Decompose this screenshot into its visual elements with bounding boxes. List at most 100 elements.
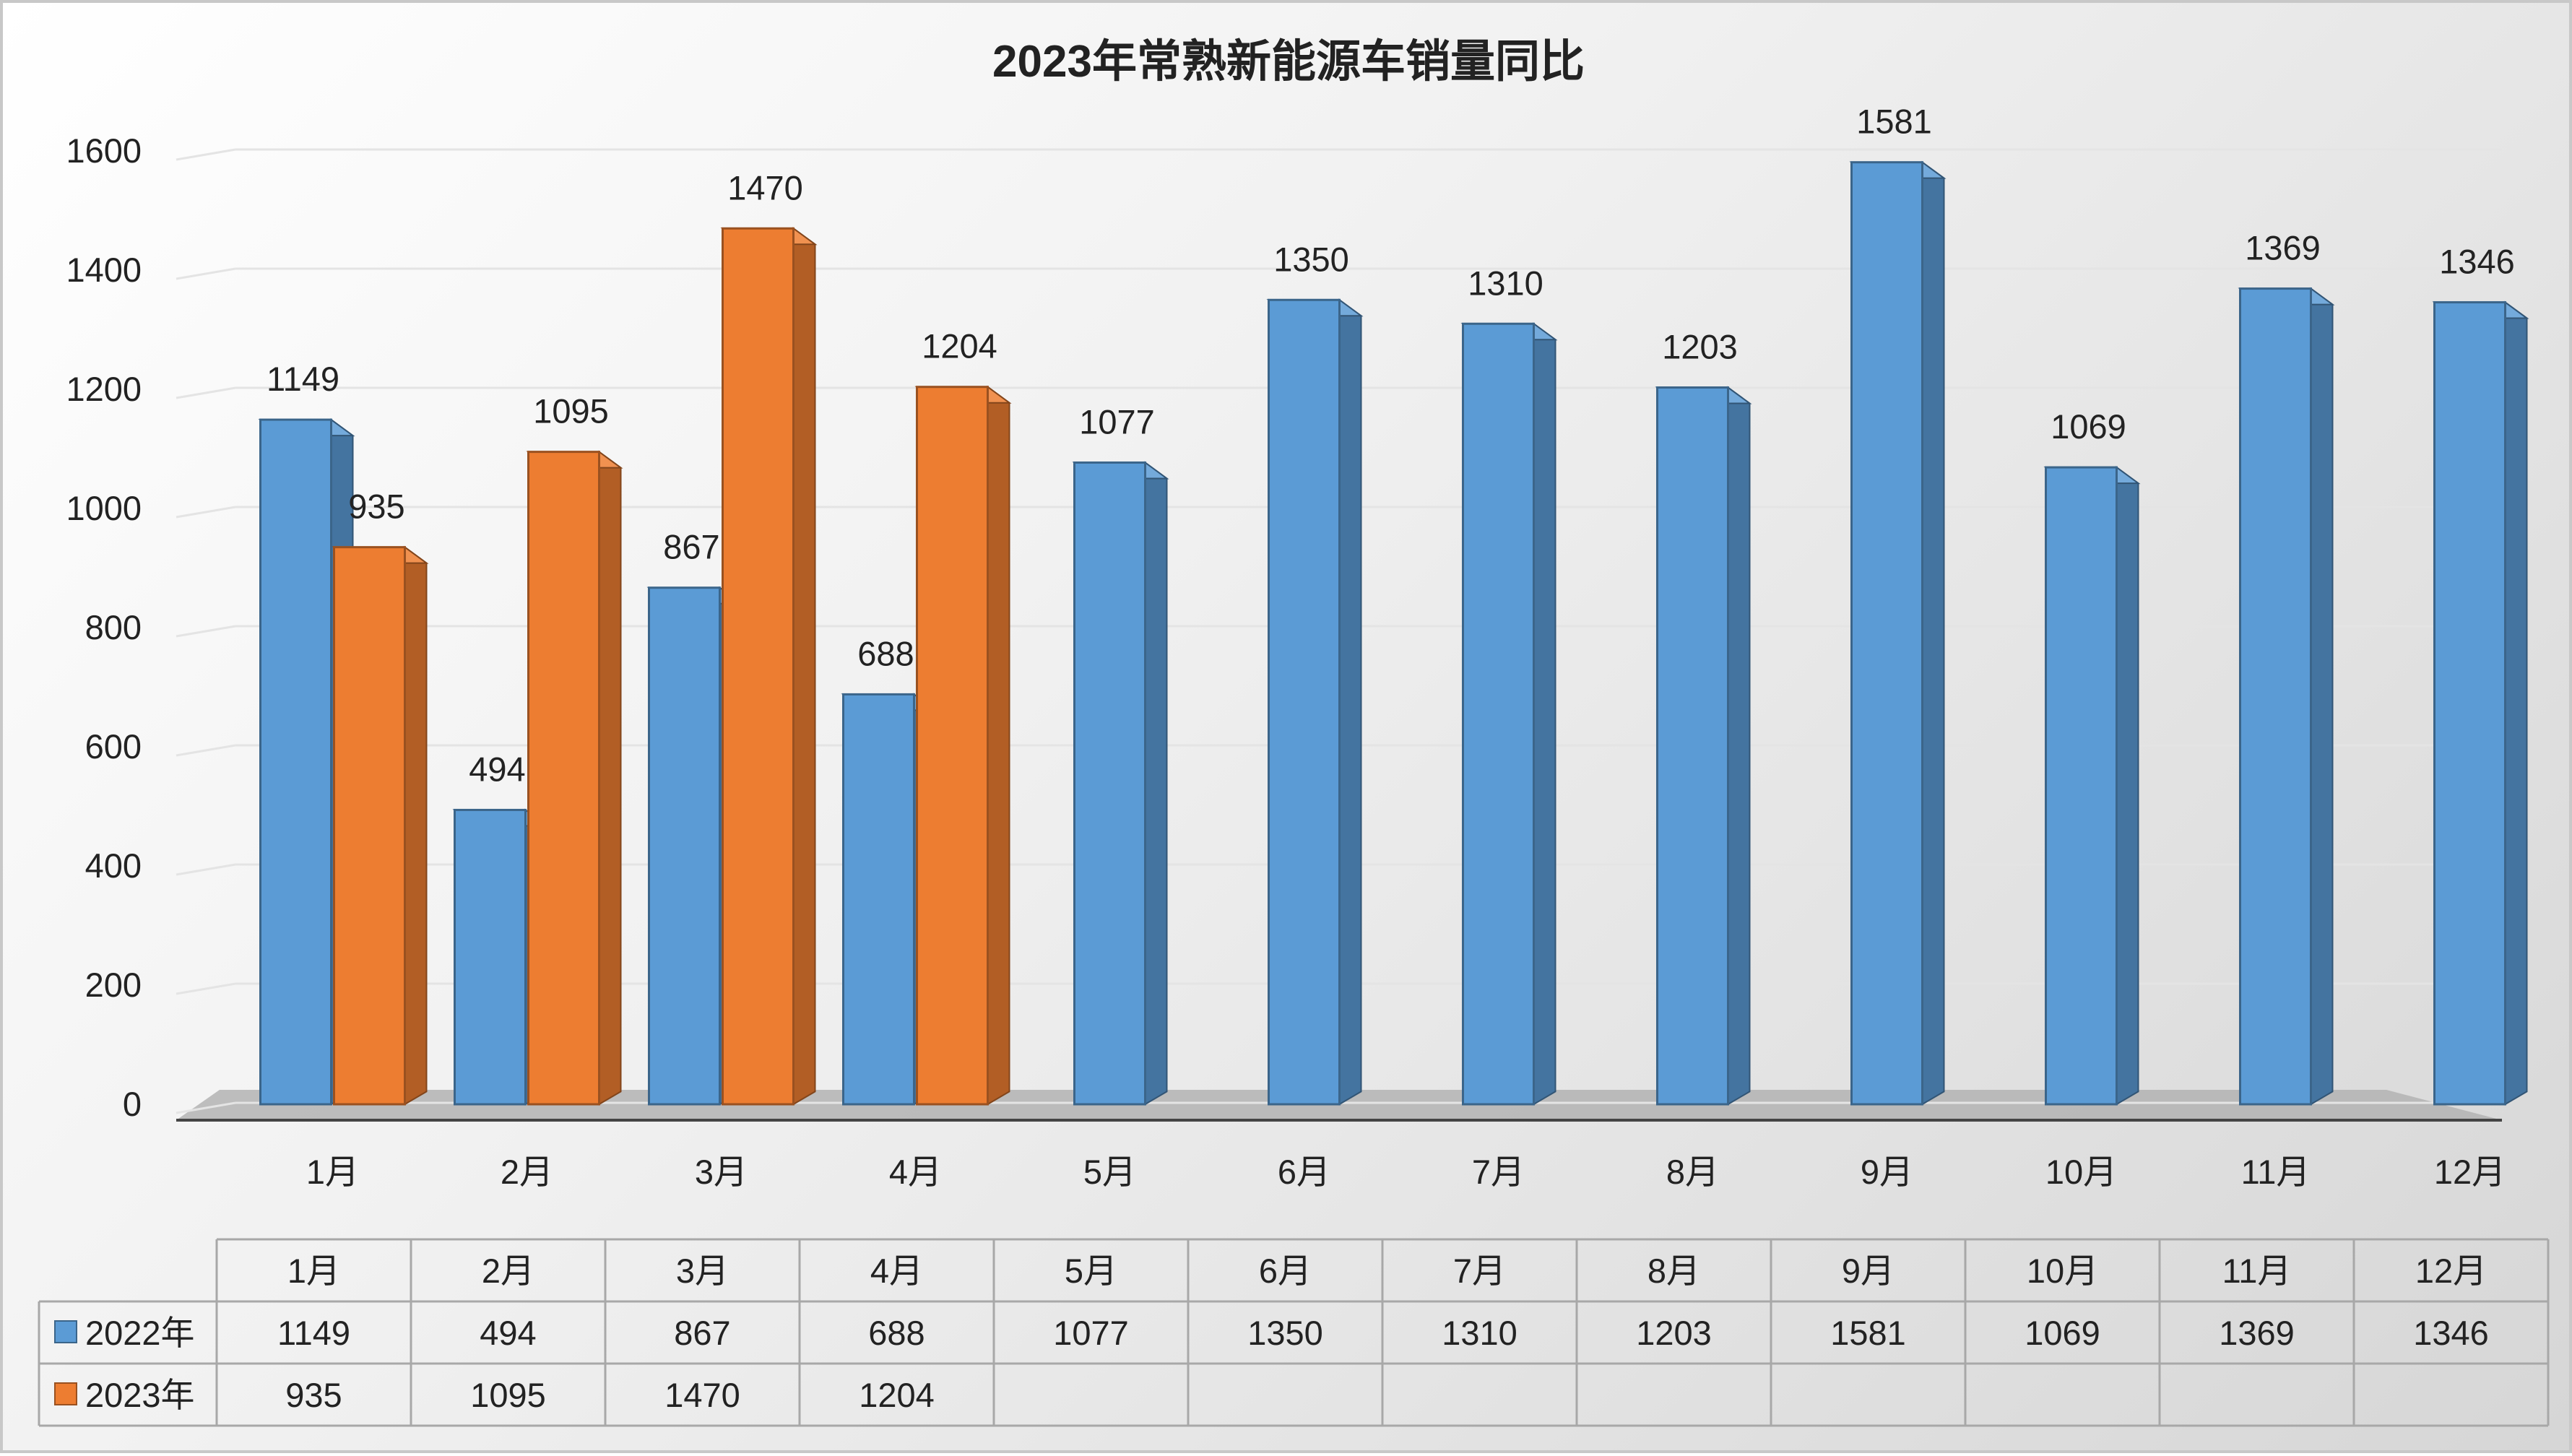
y-tick-label: 600 <box>85 727 142 766</box>
bar-front <box>259 418 332 1106</box>
gridline-depth <box>176 982 236 995</box>
data-label-2022: 1310 <box>1468 264 1543 302</box>
data-label-2022: 867 <box>663 528 719 566</box>
bar-front <box>722 227 794 1106</box>
gridline-depth <box>176 863 236 876</box>
table-value-cell: 494 <box>480 1314 536 1352</box>
legend-series-name: 2023年 <box>85 1376 195 1414</box>
bar-2022-12月 <box>2432 300 2529 1106</box>
table-value-cell: 688 <box>868 1314 925 1352</box>
bar-side <box>2310 287 2334 1106</box>
table-value-cell: 1149 <box>277 1314 350 1352</box>
bar-front <box>454 808 527 1106</box>
table-value-cell: 1204 <box>859 1376 935 1414</box>
x-tick-label: 9月 <box>1861 1153 1913 1191</box>
bar-front <box>1073 461 1146 1106</box>
x-tick-label: 6月 <box>1278 1153 1330 1191</box>
table-header-cell: 7月 <box>1453 1252 1506 1290</box>
y-tick-label: 1400 <box>66 251 142 289</box>
data-label-2022: 1203 <box>1662 328 1738 366</box>
x-tick-label: 1月 <box>306 1153 359 1191</box>
table-header-cell: 5月 <box>1065 1252 1117 1290</box>
bar-2022-6月 <box>1266 298 1364 1106</box>
x-tick-label: 10月 <box>2045 1153 2117 1191</box>
x-tick-label: 8月 <box>1666 1153 1719 1191</box>
bar-2022-8月 <box>1655 386 1752 1106</box>
data-label-2022: 1149 <box>267 360 339 398</box>
x-tick-label: 7月 <box>1472 1153 1525 1191</box>
bar-front <box>527 451 600 1106</box>
table-header-cell: 10月 <box>2027 1252 2098 1290</box>
chart-canvas: 2023年常熟新能源车销量同比 0 200 400 600 800 1000 1200 140… <box>38 37 2550 1427</box>
table-value-cell: 1203 <box>1636 1314 1712 1352</box>
bar-side <box>1727 386 1751 1106</box>
table-header-cell: 3月 <box>676 1252 729 1290</box>
bar-side <box>1921 160 1945 1106</box>
bar-front <box>648 586 721 1106</box>
bars-layer <box>258 160 2529 1106</box>
data-labels-layer: 1149 935 494 1095 867 1470 688 1204 1077 1350 1310… <box>267 103 2515 789</box>
y-tick-label: 0 <box>123 1085 142 1123</box>
x-axis: 1月 2月 3月 4月 5月 6月 7月 8月 9月 10月 11月 12月 <box>176 1119 2506 1191</box>
table-value-cell: 1350 <box>1247 1314 1323 1352</box>
x-tick-label: 5月 <box>1083 1153 1136 1191</box>
data-label-2022: 1369 <box>2245 229 2321 267</box>
x-tick-label: 3月 <box>695 1153 748 1191</box>
table-value-cell: 867 <box>674 1314 730 1352</box>
gridline-depth <box>176 506 236 519</box>
x-tick-label: 4月 <box>889 1153 942 1191</box>
chart-title: 2023年常熟新能源车销量同比 <box>992 37 1585 87</box>
table-value-cell: 1310 <box>1442 1314 1517 1352</box>
bar-front <box>916 386 989 1106</box>
bar-side <box>2116 466 2139 1106</box>
bar-side <box>404 545 428 1106</box>
legend-series-name: 2022年 <box>85 1314 195 1352</box>
table-header-cell: 12月 <box>2415 1252 2487 1290</box>
gridline-depth <box>176 744 236 757</box>
bar-side <box>1144 461 1168 1106</box>
data-label-2022: 688 <box>857 634 914 672</box>
table-value-cell: 1077 <box>1053 1314 1129 1352</box>
bar-side <box>1533 322 1556 1106</box>
bar-side <box>987 385 1010 1106</box>
data-label-2022: 1346 <box>2439 243 2515 281</box>
table-value-cell: 1581 <box>1830 1314 1906 1352</box>
x-tick-label: 12月 <box>2434 1153 2506 1191</box>
bar-2023-3月 <box>720 227 818 1106</box>
data-table: 1月 2月 3月 4月 5月 6月 7月 8月 9月 10月 11月 12月 2022年 1149 494 8… <box>38 1238 2550 1427</box>
x-tick-label: 11月 <box>2241 1153 2311 1191</box>
data-label-2022: 1581 <box>1856 103 1932 141</box>
data-label-2022: 1350 <box>1273 240 1349 278</box>
bar-front <box>333 546 406 1106</box>
table-header-cell: 11月 <box>2222 1252 2292 1290</box>
bar-front <box>1656 386 1729 1106</box>
data-label-2022: 494 <box>469 750 525 788</box>
table-header-cell: 6月 <box>1259 1252 1312 1290</box>
table-header-cell: 1月 <box>287 1252 340 1290</box>
y-tick-label: 1200 <box>66 370 142 408</box>
bar-front <box>2433 301 2506 1106</box>
bar-front <box>1462 322 1535 1106</box>
data-label-2022: 1077 <box>1079 402 1155 441</box>
bar-2022-10月 <box>2043 466 2141 1106</box>
data-label-2022: 1069 <box>2051 407 2126 446</box>
y-tick-label: 1600 <box>66 131 142 170</box>
gridline-depth <box>176 148 236 161</box>
y-tick-label: 200 <box>85 966 142 1004</box>
data-label-2023: 1470 <box>727 168 803 207</box>
bar-side <box>2504 300 2528 1106</box>
bar-side <box>792 227 816 1106</box>
bar-front <box>842 693 915 1106</box>
bar-side <box>1338 298 1362 1106</box>
table-value-cell: 1369 <box>2219 1314 2295 1352</box>
bar-front <box>1268 298 1341 1106</box>
data-label-2023: 935 <box>348 488 404 526</box>
gridline-depth <box>176 1101 236 1114</box>
gridline-depth <box>176 386 236 399</box>
bar-2023-2月 <box>526 450 623 1106</box>
bar-side <box>598 450 622 1106</box>
legend-swatch <box>54 1382 77 1405</box>
gridline-depth <box>176 267 236 280</box>
bar-2022-5月 <box>1072 461 1169 1106</box>
